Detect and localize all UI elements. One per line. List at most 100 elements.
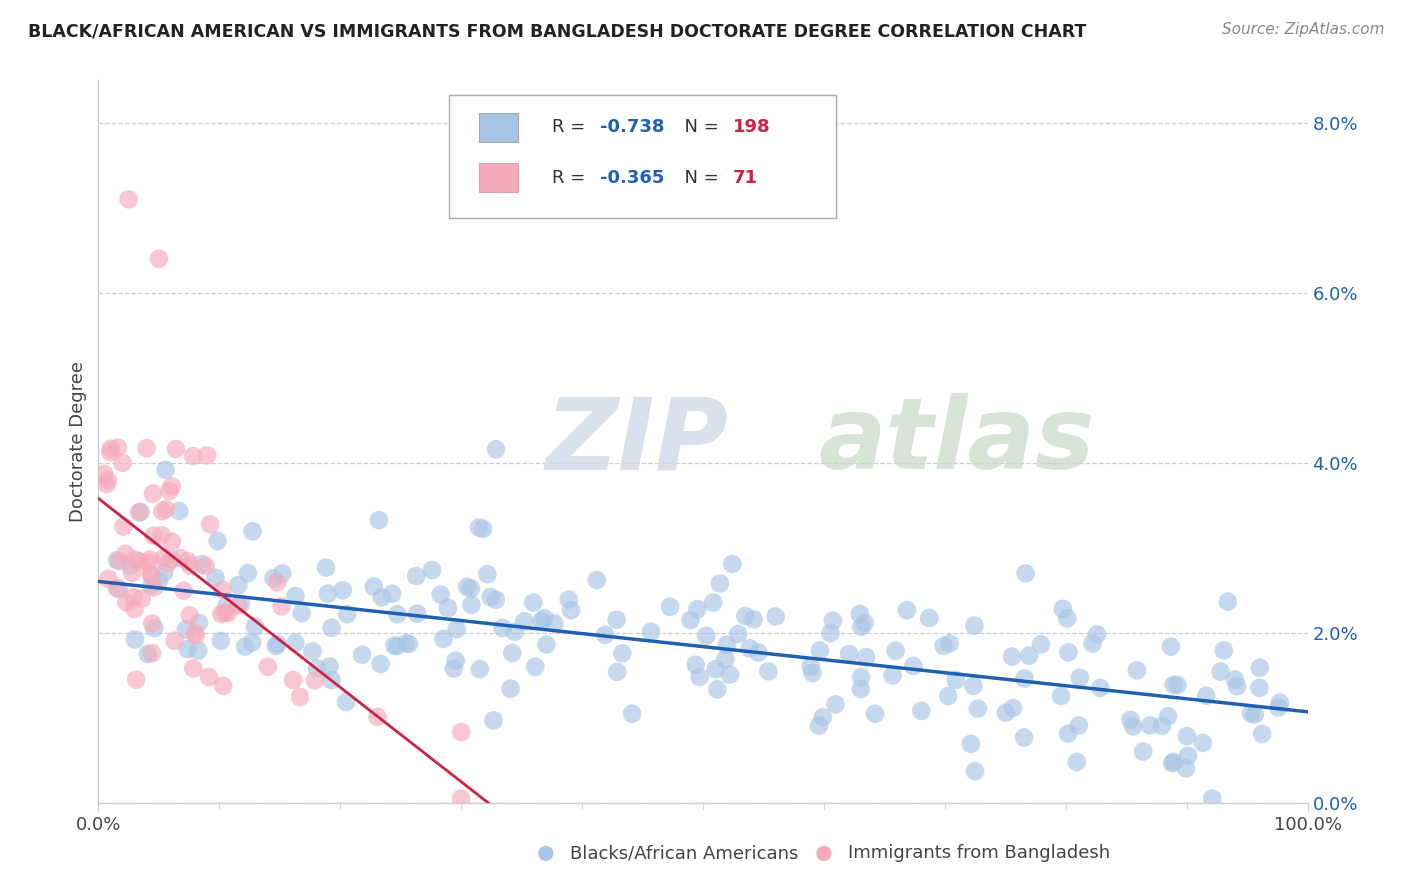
Point xyxy=(1166,678,1188,692)
Point xyxy=(533,611,555,625)
Point xyxy=(522,596,544,610)
Point xyxy=(585,573,607,587)
Point xyxy=(727,627,749,641)
Point xyxy=(1014,672,1036,686)
Point xyxy=(141,567,163,582)
Point xyxy=(959,737,981,751)
Point xyxy=(811,710,834,724)
Point xyxy=(187,615,209,630)
Point xyxy=(714,652,737,666)
Point xyxy=(111,456,134,470)
Point xyxy=(853,615,876,630)
Point xyxy=(318,659,340,673)
Point xyxy=(903,659,925,673)
Point xyxy=(160,479,183,493)
Point xyxy=(558,592,581,607)
Point xyxy=(157,484,180,499)
Point xyxy=(385,639,408,653)
Point xyxy=(747,646,769,660)
Point xyxy=(1150,719,1173,733)
Point xyxy=(169,504,191,518)
Point xyxy=(460,598,482,612)
Point xyxy=(450,791,472,805)
Point xyxy=(284,636,307,650)
Point xyxy=(849,681,872,696)
FancyBboxPatch shape xyxy=(479,112,517,142)
Point xyxy=(758,665,780,679)
Point xyxy=(156,557,179,571)
Point xyxy=(107,441,129,455)
Point xyxy=(530,614,553,628)
Point xyxy=(367,513,389,527)
Point xyxy=(491,621,513,635)
Point xyxy=(301,644,323,658)
Point xyxy=(173,583,195,598)
Point xyxy=(398,637,420,651)
Point xyxy=(1056,611,1078,625)
Point xyxy=(1012,731,1035,745)
Text: -0.365: -0.365 xyxy=(600,169,665,186)
Point xyxy=(1226,679,1249,693)
Point xyxy=(606,613,628,627)
Point xyxy=(443,662,465,676)
Point xyxy=(1249,661,1271,675)
FancyBboxPatch shape xyxy=(479,163,517,193)
Point xyxy=(160,552,183,566)
Point xyxy=(936,689,959,703)
Point xyxy=(169,551,191,566)
Point xyxy=(1201,791,1223,805)
Point xyxy=(863,706,886,721)
Text: ZIP: ZIP xyxy=(546,393,728,490)
Point xyxy=(153,550,176,565)
Point xyxy=(1175,729,1198,743)
Point xyxy=(1163,755,1185,769)
Point xyxy=(94,802,117,816)
Point xyxy=(139,552,162,566)
Point xyxy=(336,607,359,622)
Point xyxy=(820,626,842,640)
Point xyxy=(849,607,872,621)
Point xyxy=(1174,761,1197,775)
Point xyxy=(212,679,235,693)
Point xyxy=(370,657,392,671)
Point xyxy=(1090,681,1112,695)
Point xyxy=(236,566,259,581)
Text: N =: N = xyxy=(672,119,718,136)
Point xyxy=(1057,645,1080,659)
Point xyxy=(204,571,226,585)
Point xyxy=(120,558,142,573)
Point xyxy=(207,533,229,548)
Point xyxy=(501,646,523,660)
Point xyxy=(1249,681,1271,695)
Text: 71: 71 xyxy=(734,169,758,186)
Point xyxy=(910,704,932,718)
Point xyxy=(1001,649,1024,664)
Point xyxy=(243,619,266,633)
Point xyxy=(112,519,135,533)
Point xyxy=(406,607,429,621)
Point xyxy=(264,639,287,653)
Point xyxy=(932,639,955,653)
Point xyxy=(838,647,860,661)
Point xyxy=(513,615,536,629)
Point xyxy=(685,657,707,672)
Point xyxy=(485,592,508,607)
Point xyxy=(593,628,616,642)
Point xyxy=(851,620,873,634)
Text: -0.738: -0.738 xyxy=(600,119,665,136)
Point xyxy=(108,554,131,568)
Point xyxy=(384,639,406,653)
Point xyxy=(432,632,454,646)
Point xyxy=(288,690,311,704)
Point xyxy=(125,673,148,687)
Point xyxy=(945,673,967,687)
Point xyxy=(468,662,491,676)
Point xyxy=(800,659,823,673)
Point xyxy=(184,628,207,642)
Point xyxy=(1085,627,1108,641)
Point xyxy=(136,555,159,569)
Text: Blacks/African Americans: Blacks/African Americans xyxy=(569,845,799,863)
Point xyxy=(994,706,1017,720)
Point xyxy=(181,449,204,463)
Point xyxy=(194,558,217,573)
